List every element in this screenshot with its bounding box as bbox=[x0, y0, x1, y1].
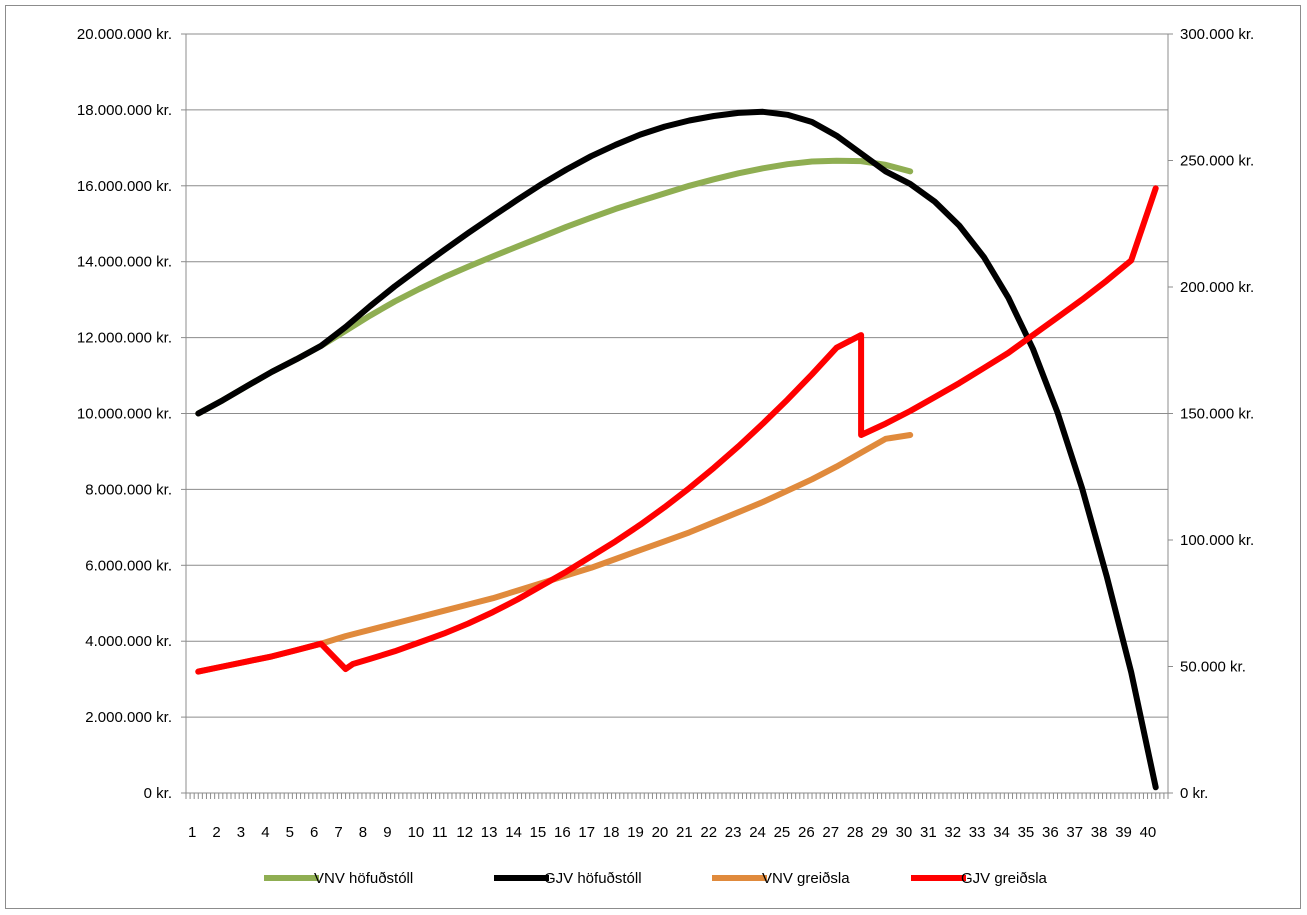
right-axis-tick-labels: 0 kr. 50.000 kr. 100.000 kr. 150.000 kr. 200… bbox=[1180, 26, 1254, 802]
series-line-3 bbox=[195, 185, 1159, 675]
left-axis-tick-label: 18.000.000 kr. bbox=[77, 102, 172, 119]
x-axis-tick-label: 40 bbox=[1140, 824, 1157, 841]
legend-label-2: VNV greiðsla bbox=[762, 870, 850, 887]
chart-svg: 0 kr. 2.000.000 kr. 4.000.000 kr. 6.000.000… bbox=[77, 26, 1254, 887]
x-axis-tick-label: 23 bbox=[725, 824, 742, 841]
x-axis-tick-label: 13 bbox=[481, 824, 498, 841]
right-axis-tick-label: 0 kr. bbox=[1180, 785, 1208, 802]
x-axis-tick-label: 22 bbox=[700, 824, 717, 841]
left-axis-tick-label: 2.000.000 kr. bbox=[85, 709, 172, 726]
left-axis-tick-label: 14.000.000 kr. bbox=[77, 254, 172, 271]
x-axis-tick-label: 39 bbox=[1115, 824, 1132, 841]
x-axis-tick-label: 18 bbox=[603, 824, 620, 841]
left-axis-tick-label: 0 kr. bbox=[144, 785, 172, 802]
x-axis-tick-label: 15 bbox=[530, 824, 547, 841]
x-axis-tick-label: 26 bbox=[798, 824, 815, 841]
x-axis-tick-label: 9 bbox=[383, 824, 391, 841]
x-axis-tick-label: 37 bbox=[1066, 824, 1083, 841]
x-axis-tick-label: 4 bbox=[261, 824, 269, 841]
x-axis-tick-label: 16 bbox=[554, 824, 571, 841]
left-axis-tick-labels: 0 kr. 2.000.000 kr. 4.000.000 kr. 6.000.000… bbox=[77, 26, 172, 802]
x-axis-tick-label: 29 bbox=[871, 824, 888, 841]
series-line-1 bbox=[195, 108, 1159, 791]
x-axis-tick-label: 36 bbox=[1042, 824, 1059, 841]
legend-label-1: GJV höfuðstóll bbox=[544, 870, 642, 887]
legend: VNV höfuðstóll GJV höfuðstóll VNV greiðsla… bbox=[264, 870, 1048, 887]
x-axis-tick-label: 27 bbox=[822, 824, 839, 841]
x-axis-tick-label: 25 bbox=[774, 824, 791, 841]
x-axis-tick-label: 30 bbox=[896, 824, 913, 841]
x-axis-tick-label: 31 bbox=[920, 824, 937, 841]
x-axis-tick-label: 35 bbox=[1018, 824, 1035, 841]
left-axis-tick-label: 6.000.000 kr. bbox=[85, 557, 172, 574]
x-axis-tick-label: 1 bbox=[188, 824, 196, 841]
series-line-0 bbox=[195, 157, 914, 417]
left-axis-tick-label: 4.000.000 kr. bbox=[85, 633, 172, 650]
x-axis-tick-label: 33 bbox=[969, 824, 986, 841]
x-axis-tick-label: 32 bbox=[944, 824, 961, 841]
x-axis-tick-label: 34 bbox=[993, 824, 1010, 841]
gridlines bbox=[186, 33, 1168, 718]
x-axis-tick-label: 6 bbox=[310, 824, 318, 841]
x-axis-tick-label: 24 bbox=[749, 824, 766, 841]
left-axis-tick-label: 12.000.000 kr. bbox=[77, 330, 172, 347]
x-axis-tick-label: 5 bbox=[286, 824, 294, 841]
x-axis-tick-label: 28 bbox=[847, 824, 864, 841]
x-axis-tick-labels: 1 2 3 4 5 6 7 8 9 10 11 12 13 14 15 16 17 18 19 20 21 22 23 24 2… bbox=[188, 824, 1156, 841]
series-line-2 bbox=[195, 432, 914, 675]
right-axis-tick-label: 250.000 kr. bbox=[1180, 153, 1254, 170]
left-axis-tick-label: 16.000.000 kr. bbox=[77, 178, 172, 195]
x-axis-tick-label: 17 bbox=[578, 824, 595, 841]
right-axis-tick-label: 100.000 kr. bbox=[1180, 532, 1254, 549]
series-layer bbox=[195, 108, 1159, 791]
x-axis-tick-label: 21 bbox=[676, 824, 693, 841]
x-axis-tick-label: 8 bbox=[359, 824, 367, 841]
x-axis-tick-label: 19 bbox=[627, 824, 644, 841]
legend-label-0: VNV höfuðstóll bbox=[314, 870, 413, 887]
left-axis-tick-label: 8.000.000 kr. bbox=[85, 481, 172, 498]
right-axis-tick-label: 150.000 kr. bbox=[1180, 406, 1254, 423]
x-axis-tick-label: 38 bbox=[1091, 824, 1108, 841]
legend-label-3: GJV greiðsla bbox=[961, 870, 1048, 887]
right-axis-tick-label: 50.000 kr. bbox=[1180, 659, 1246, 676]
chart-frame: 0 kr. 2.000.000 kr. 4.000.000 kr. 6.000.000… bbox=[5, 5, 1301, 909]
left-axis-tick-label: 20.000.000 kr. bbox=[77, 26, 172, 43]
x-axis-tick-label: 20 bbox=[652, 824, 669, 841]
x-axis-tick-label: 2 bbox=[212, 824, 220, 841]
left-axis-tick-label: 10.000.000 kr. bbox=[77, 406, 172, 423]
x-axis-tick-label: 14 bbox=[505, 824, 522, 841]
right-axis-tick-label: 300.000 kr. bbox=[1180, 26, 1254, 43]
axes bbox=[181, 33, 1173, 799]
x-axis-tick-label: 10 bbox=[408, 824, 425, 841]
x-axis-tick-label: 3 bbox=[237, 824, 245, 841]
x-axis-tick-label: 12 bbox=[456, 824, 473, 841]
x-axis-tick-label: 11 bbox=[432, 824, 448, 841]
right-axis-tick-label: 200.000 kr. bbox=[1180, 279, 1254, 296]
x-axis-tick-label: 7 bbox=[334, 824, 342, 841]
